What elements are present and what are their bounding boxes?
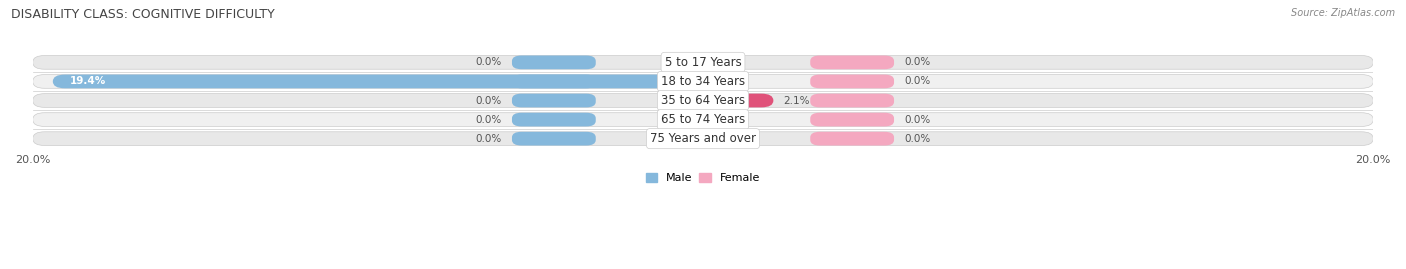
- FancyBboxPatch shape: [32, 94, 1374, 107]
- Text: 65 to 74 Years: 65 to 74 Years: [661, 113, 745, 126]
- Text: 0.0%: 0.0%: [475, 115, 502, 125]
- Text: 0.0%: 0.0%: [904, 134, 931, 144]
- Text: 0.0%: 0.0%: [904, 57, 931, 67]
- Text: 0.0%: 0.0%: [475, 95, 502, 105]
- FancyBboxPatch shape: [53, 75, 703, 88]
- FancyBboxPatch shape: [512, 132, 596, 146]
- FancyBboxPatch shape: [512, 113, 596, 126]
- Text: 19.4%: 19.4%: [69, 76, 105, 86]
- FancyBboxPatch shape: [810, 75, 894, 88]
- FancyBboxPatch shape: [810, 113, 894, 126]
- Text: 0.0%: 0.0%: [904, 76, 931, 86]
- FancyBboxPatch shape: [512, 94, 596, 107]
- Text: 0.0%: 0.0%: [904, 115, 931, 125]
- Text: DISABILITY CLASS: COGNITIVE DIFFICULTY: DISABILITY CLASS: COGNITIVE DIFFICULTY: [11, 8, 276, 21]
- FancyBboxPatch shape: [512, 55, 596, 69]
- Text: 0.0%: 0.0%: [475, 57, 502, 67]
- Legend: Male, Female: Male, Female: [641, 169, 765, 188]
- Text: 35 to 64 Years: 35 to 64 Years: [661, 94, 745, 107]
- FancyBboxPatch shape: [810, 132, 894, 146]
- FancyBboxPatch shape: [32, 75, 1374, 88]
- FancyBboxPatch shape: [810, 94, 894, 107]
- FancyBboxPatch shape: [32, 55, 1374, 69]
- FancyBboxPatch shape: [32, 113, 1374, 126]
- FancyBboxPatch shape: [32, 132, 1374, 146]
- FancyBboxPatch shape: [512, 75, 596, 88]
- Text: Source: ZipAtlas.com: Source: ZipAtlas.com: [1291, 8, 1395, 18]
- Text: 18 to 34 Years: 18 to 34 Years: [661, 75, 745, 88]
- Text: 0.0%: 0.0%: [475, 134, 502, 144]
- Text: 5 to 17 Years: 5 to 17 Years: [665, 56, 741, 69]
- Text: 2.1%: 2.1%: [783, 95, 810, 105]
- FancyBboxPatch shape: [810, 55, 894, 69]
- FancyBboxPatch shape: [703, 94, 773, 107]
- Text: 75 Years and over: 75 Years and over: [650, 132, 756, 145]
